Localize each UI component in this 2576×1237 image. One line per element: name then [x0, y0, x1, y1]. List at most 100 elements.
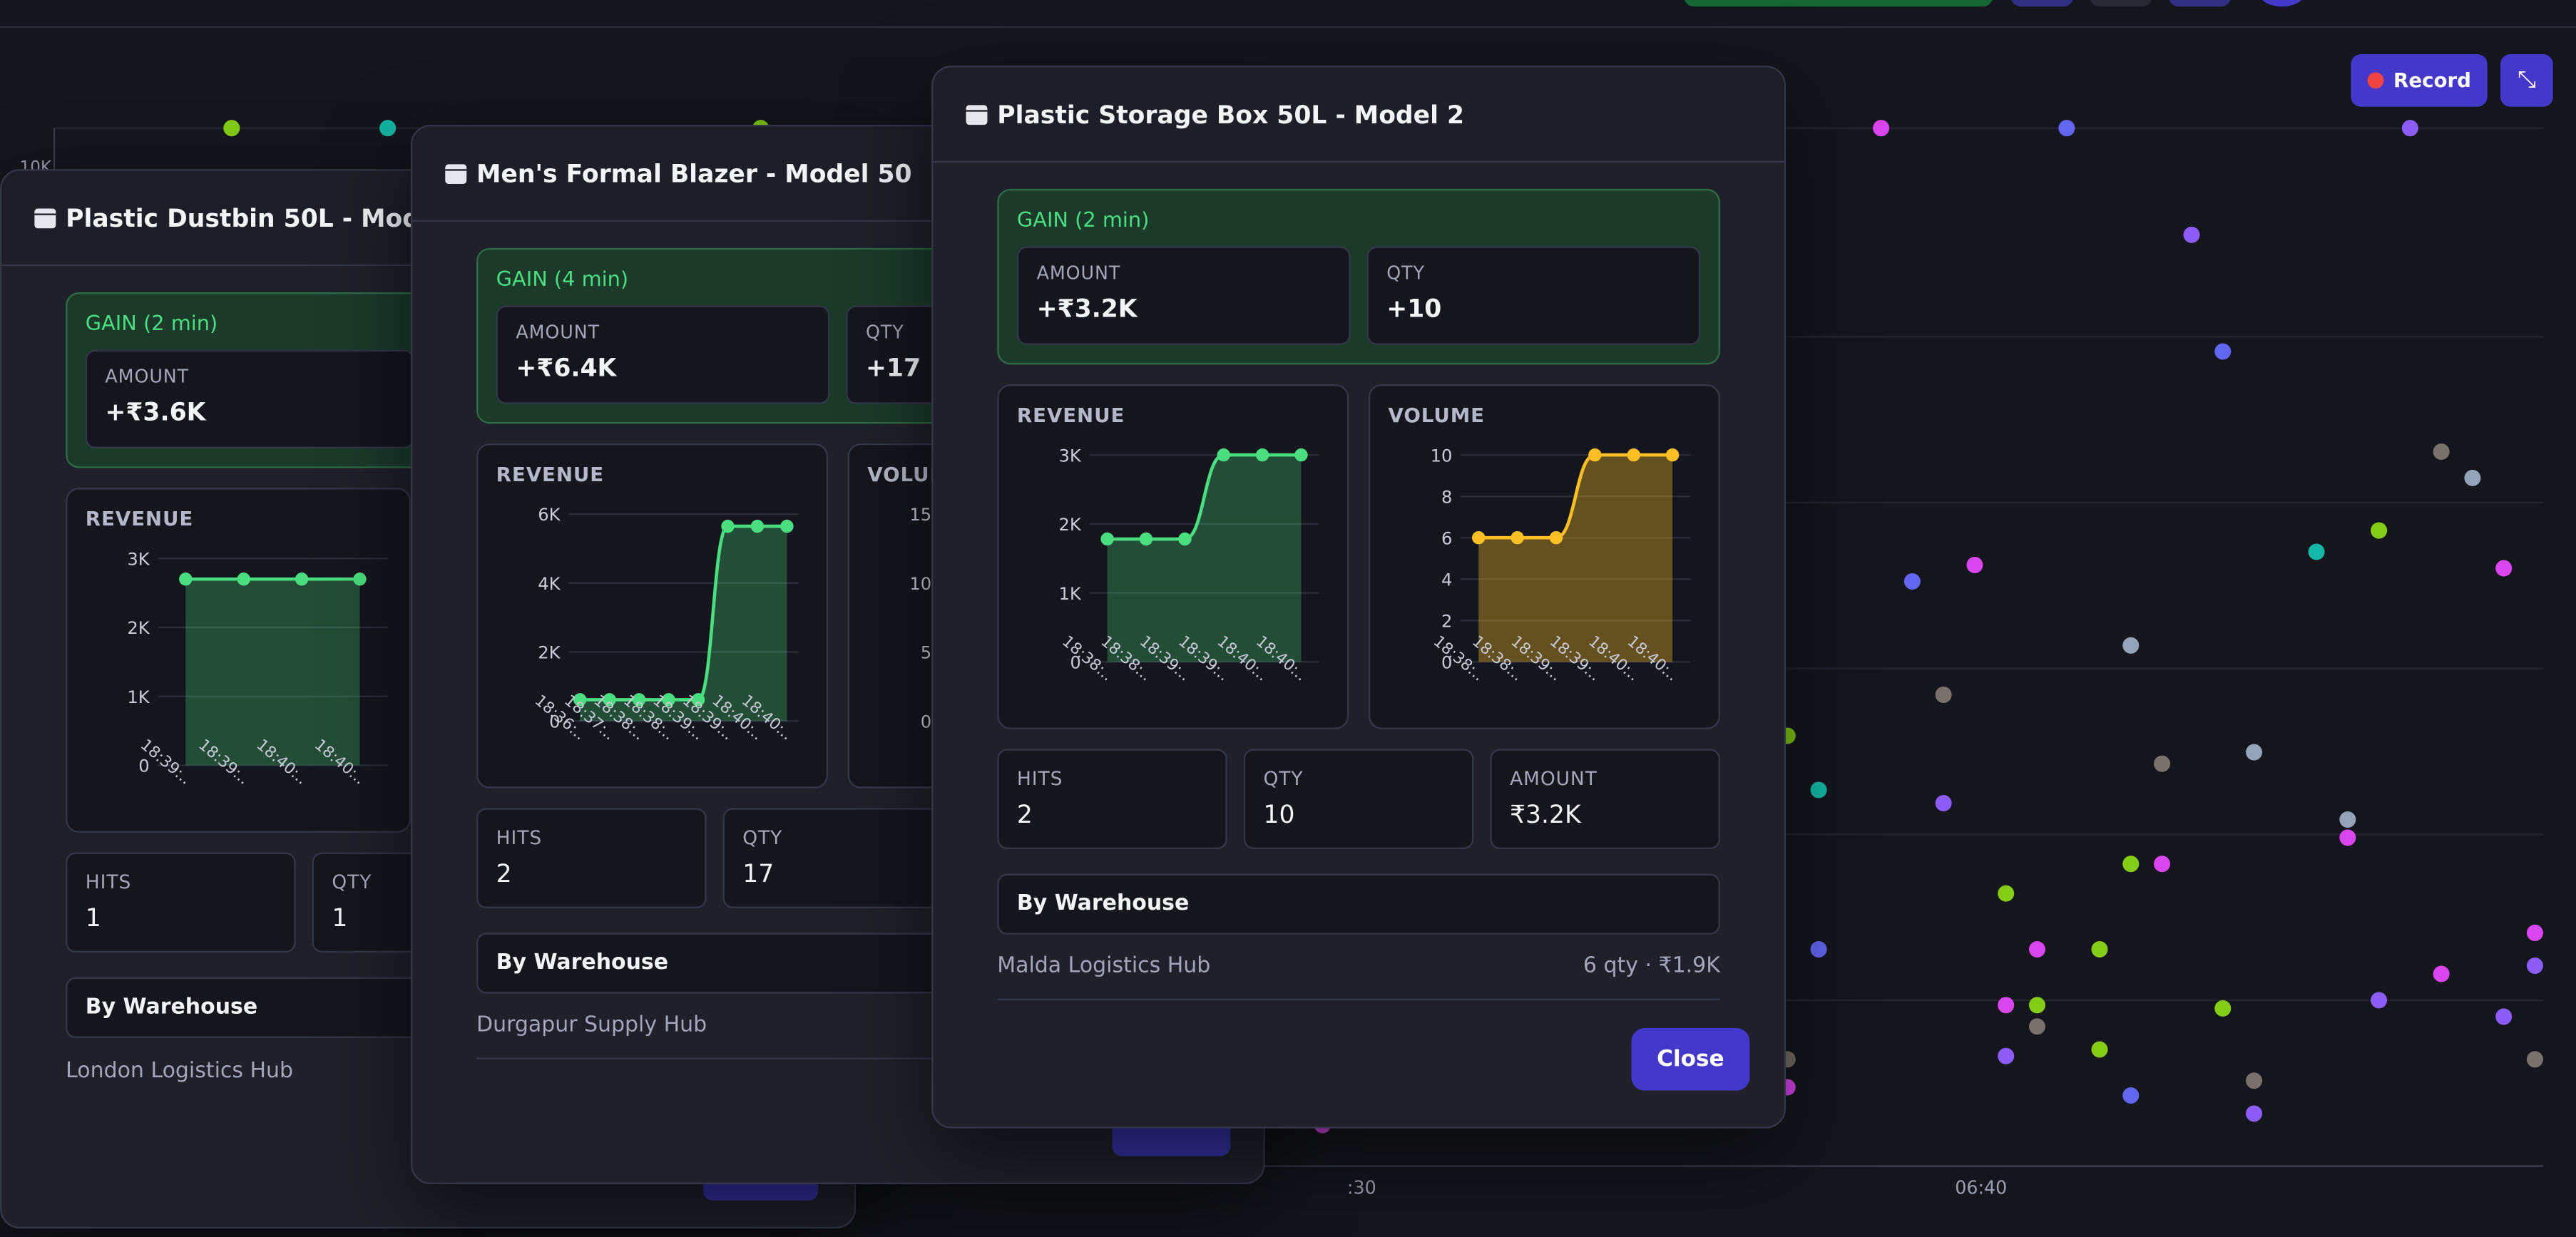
bg-scatter-point	[2371, 522, 2388, 539]
bg-scatter-point	[2246, 1072, 2263, 1089]
y-tick-label: 5	[921, 643, 931, 663]
y-tick-label: 10	[909, 574, 931, 594]
bg-scatter-point	[2339, 829, 2356, 846]
y-tick-label: 3K	[1059, 446, 1082, 466]
qty-card: QTY 17	[722, 808, 954, 908]
amount-card: AMOUNT ₹3.2K	[1490, 749, 1720, 849]
volume-chart: 024681018:38:..18:38:..18:39:..18:39:..1…	[1430, 446, 1691, 685]
revenue-chart-card: REVENUE 0 1K 2K 3K 18:38:.. 18:38:.. 18:39:.. 1…	[997, 384, 1349, 729]
data-point	[603, 693, 616, 707]
top-action-button[interactable]	[1684, 0, 1993, 7]
data-point	[1472, 530, 1486, 545]
warehouse-row: London Logistics Hub	[66, 1038, 790, 1104]
warehouse-name: Malda Logistics Hub	[997, 954, 1211, 979]
bg-scatter-point	[2526, 924, 2543, 941]
bg-x-tick: 06:40	[1955, 1177, 2007, 1198]
revenue-chart: 01K2K3K18:38:..18:38:..18:39:..18:39:..1…	[1058, 446, 1319, 685]
data-point	[1294, 448, 1308, 462]
gain-amount-value: +₹6.4K	[516, 353, 617, 383]
data-point	[632, 693, 646, 707]
y-tick-label: 0	[1441, 653, 1452, 673]
close-button[interactable]: Close	[1631, 1028, 1750, 1091]
qty-card: QTY 10	[1243, 749, 1474, 849]
bg-scatter-point	[2091, 940, 2108, 958]
warehouse-value: 6 qty · ₹1.9K	[1583, 954, 1720, 979]
bg-scatter-point	[2526, 957, 2543, 975]
y-tick-label: 4K	[538, 574, 561, 594]
qty-label: QTY	[1263, 766, 1304, 791]
qty-value: 17	[742, 858, 775, 889]
top-icon-button[interactable]	[2010, 0, 2074, 7]
bg-scatter-point	[1998, 1047, 2015, 1064]
revenue-chart-title: REVENUE	[85, 507, 194, 531]
bg-scatter-point	[2091, 1041, 2108, 1058]
bg-scatter-point	[1903, 573, 1921, 590]
bg-scatter-point	[223, 120, 240, 137]
y-tick-label: 0	[549, 712, 560, 732]
bg-scatter-point	[1810, 781, 1827, 799]
y-tick-label: 2K	[127, 618, 150, 638]
top-avatar[interactable]	[2257, 0, 2307, 7]
gain-qty-value: +10	[1386, 294, 1442, 324]
hits-label: HITS	[1016, 766, 1063, 791]
revenue-chart-title: REVENUE	[1016, 404, 1125, 427]
bg-scatter-point	[2246, 744, 2263, 761]
data-point	[750, 519, 765, 533]
top-icon-button[interactable]	[2090, 0, 2152, 7]
collapse-icon[interactable]: ⤡	[2500, 54, 2553, 107]
data-point	[1100, 532, 1114, 546]
bg-scatter-point	[2526, 1051, 2543, 1068]
data-point	[1665, 448, 1680, 462]
box-icon	[34, 207, 56, 228]
hits-card: HITS 1	[66, 852, 296, 953]
revenue-chart-card: REVENUE 0 1K 2K 3K 18:39:.. 18:39:.. 18:40:.. 1…	[66, 488, 411, 833]
bg-scatter-point	[2154, 755, 2171, 772]
record-button[interactable]: Record	[2351, 54, 2488, 107]
bg-scatter-point	[2339, 811, 2356, 828]
y-tick-label: 1K	[1059, 584, 1082, 604]
bg-scatter-point	[1998, 885, 2015, 902]
amount-label: AMOUNT	[1510, 766, 1598, 791]
qty-label: QTY	[742, 826, 783, 849]
volume-chart-title: VOLUME	[1388, 404, 1485, 427]
data-point	[295, 573, 309, 586]
warehouse-name: Durgapur Supply Hub	[476, 1013, 707, 1038]
modal-body: GAIN (2 min) AMOUNT +₹3.2K QTY +10 REVEN…	[933, 163, 1784, 1027]
y-tick-label: 10	[1431, 446, 1453, 466]
record-label: Record	[2393, 68, 2471, 93]
hits-card: HITS 2	[476, 808, 707, 908]
bg-scatter-point	[1998, 997, 2015, 1014]
area-fill	[580, 526, 787, 722]
y-tick-label: 2K	[1059, 515, 1082, 535]
revenue-chart-title: REVENUE	[496, 463, 605, 486]
hits-card: HITS 2	[997, 749, 1227, 849]
bg-scatter-point	[2433, 965, 2450, 982]
data-point	[1627, 448, 1640, 462]
bg-scatter-point	[2028, 1018, 2045, 1035]
bg-scatter-point	[2183, 226, 2200, 243]
bg-scatter-point	[2246, 1105, 2263, 1122]
revenue-chart-card: REVENUE 0 2K 4K 6K 18:36:.. 18:37:.. 18:38:.. 1…	[476, 443, 829, 789]
modal-title: Plastic Dustbin 50L - Model 3	[66, 202, 471, 232]
bg-scatter-point	[2058, 120, 2075, 137]
bg-scatter-point	[1810, 940, 1827, 958]
hits-label: HITS	[496, 826, 543, 849]
y-tick-label: 0	[138, 756, 149, 776]
bg-scatter-point	[2495, 1008, 2513, 1025]
data-point	[353, 573, 367, 586]
qty-value: 10	[1263, 799, 1295, 830]
bg-scatter-point	[2214, 1000, 2232, 1017]
warehouse-name: London Logistics Hub	[66, 1058, 294, 1084]
bg-scatter-point	[1935, 794, 1952, 811]
gain-title: GAIN (2 min)	[1016, 207, 1150, 232]
hits-value: 1	[85, 903, 101, 933]
box-icon	[966, 104, 988, 124]
gain-qty-label: QTY	[1386, 262, 1425, 284]
top-icon-button[interactable]	[2168, 0, 2232, 7]
area-fill	[1107, 455, 1302, 662]
data-point	[1217, 448, 1230, 462]
gain-amount-card: AMOUNT +₹3.2K	[1016, 246, 1351, 345]
bg-scatter-point	[2028, 997, 2045, 1014]
top-bar	[0, 0, 2576, 29]
